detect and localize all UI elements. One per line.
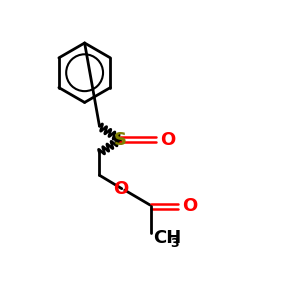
Text: O: O xyxy=(182,197,198,215)
Text: O: O xyxy=(113,180,129,198)
Text: CH: CH xyxy=(153,229,181,247)
Text: S: S xyxy=(114,130,127,148)
Text: 3: 3 xyxy=(170,236,179,250)
Text: O: O xyxy=(160,130,176,148)
